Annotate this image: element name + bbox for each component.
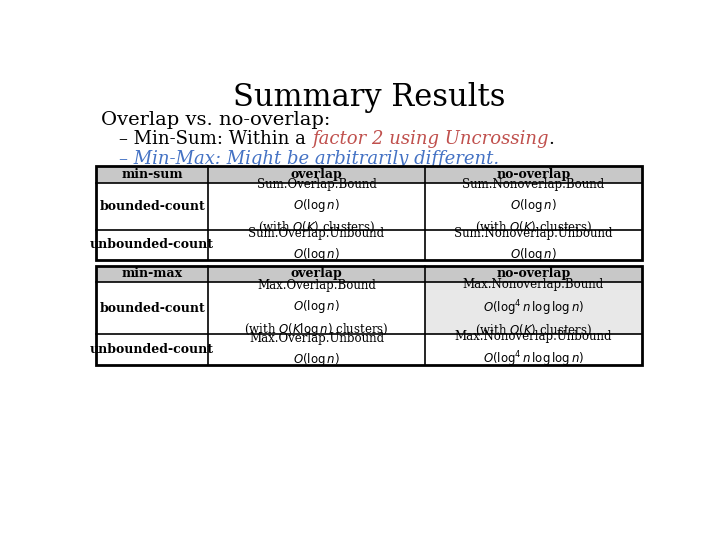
Bar (96, 266, 642, 365)
Bar (96, 266, 642, 282)
Text: Overlap vs. no-overlap:: Overlap vs. no-overlap: (101, 111, 330, 129)
Text: – Min-Sum: Within a: – Min-Sum: Within a (120, 130, 312, 148)
Text: Max.Overlap.Bound
$O(\log n)$
(with $O(K\log n)$ clusters): Max.Overlap.Bound $O(\log n)$ (with $O(K… (244, 279, 389, 338)
Text: unbounded-count: unbounded-count (90, 239, 214, 252)
Text: Max.Overlap.Unbound
$O(\log n)$: Max.Overlap.Unbound $O(\log n)$ (249, 332, 384, 368)
Text: – Min-Max: Might be arbitrarily different.: – Min-Max: Might be arbitrarily differen… (120, 150, 500, 167)
Text: no-overlap: no-overlap (496, 267, 570, 280)
Bar (96, 166, 642, 260)
Text: Sum.Nonoverlap.Bound
$O(\log n)$
(with $O(K)$ clusters): Sum.Nonoverlap.Bound $O(\log n)$ (with $… (462, 178, 605, 235)
Text: min-max: min-max (122, 267, 183, 280)
Text: factor 2 using Uncrossing: factor 2 using Uncrossing (312, 130, 549, 148)
Text: unbounded-count: unbounded-count (90, 343, 214, 356)
Text: Sum.Overlap.Bound
$O(\log n)$
(with $O(K)$ clusters): Sum.Overlap.Bound $O(\log n)$ (with $O(K… (256, 178, 377, 235)
Text: bounded-count: bounded-count (99, 302, 205, 315)
Text: overlap: overlap (291, 267, 343, 280)
Text: overlap: overlap (291, 168, 343, 181)
Text: Sum.Nonoverlap.Unbound
$O(\log n)$: Sum.Nonoverlap.Unbound $O(\log n)$ (454, 227, 613, 263)
Text: Max.Nonoverlap.Unbound
$O(\log^4 n\,\log\log n)$: Max.Nonoverlap.Unbound $O(\log^4 n\,\log… (454, 330, 612, 369)
Bar (425, 282, 642, 334)
Text: Sum.Overlap.Unbound
$O(\log n)$: Sum.Overlap.Unbound $O(\log n)$ (248, 227, 384, 263)
Text: bounded-count: bounded-count (99, 200, 205, 213)
Text: Max.Nonoverlap.Bound
$O(\log^4 n\,\log\log n)$
(with $O(K)$ clusters): Max.Nonoverlap.Bound $O(\log^4 n\,\log\l… (463, 278, 604, 338)
Text: .: . (549, 130, 554, 148)
Text: Summary Results: Summary Results (233, 82, 505, 113)
Text: no-overlap: no-overlap (496, 168, 570, 181)
Bar (96, 166, 642, 183)
Text: min-sum: min-sum (121, 168, 183, 181)
